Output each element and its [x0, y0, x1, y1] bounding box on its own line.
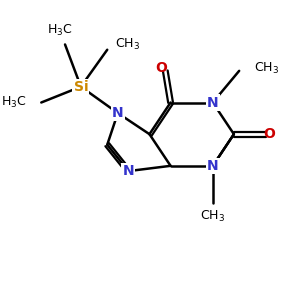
Text: N: N: [207, 159, 219, 173]
Text: N: N: [207, 95, 219, 110]
Text: N: N: [122, 164, 134, 178]
Text: H$_3$C: H$_3$C: [1, 95, 27, 110]
Text: H$_3$C: H$_3$C: [47, 23, 73, 38]
Text: N: N: [112, 106, 124, 120]
Text: O: O: [264, 127, 275, 141]
Text: CH$_3$: CH$_3$: [115, 37, 140, 52]
Text: O: O: [155, 61, 167, 75]
Text: Si: Si: [74, 80, 88, 94]
Text: CH$_3$: CH$_3$: [200, 209, 225, 224]
Text: CH$_3$: CH$_3$: [254, 61, 279, 76]
